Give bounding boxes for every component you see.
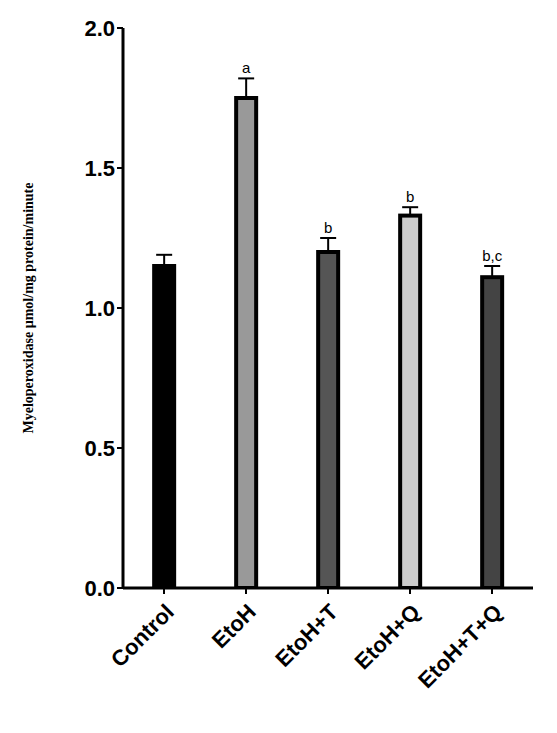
- svg-text:0.0: 0.0: [84, 576, 115, 601]
- svg-text:b,c: b,c: [482, 247, 503, 264]
- svg-text:Myeloperoxidase µmol/mg protei: Myeloperoxidase µmol/mg protein/minute: [21, 183, 36, 434]
- svg-text:2.0: 2.0: [84, 16, 115, 41]
- svg-text:b: b: [406, 188, 414, 205]
- svg-text:1.5: 1.5: [84, 156, 115, 181]
- svg-text:EtoH: EtoH: [207, 599, 261, 653]
- svg-text:0.5: 0.5: [84, 436, 115, 461]
- svg-text:b: b: [324, 219, 332, 236]
- svg-text:a: a: [242, 59, 251, 76]
- svg-text:EtoH+T: EtoH+T: [270, 599, 343, 672]
- svg-text:EtoH+T+Q: EtoH+T+Q: [413, 599, 507, 693]
- svg-text:1.0: 1.0: [84, 296, 115, 321]
- svg-text:Control: Control: [106, 599, 179, 672]
- svg-text:EtoH+Q: EtoH+Q: [350, 599, 425, 674]
